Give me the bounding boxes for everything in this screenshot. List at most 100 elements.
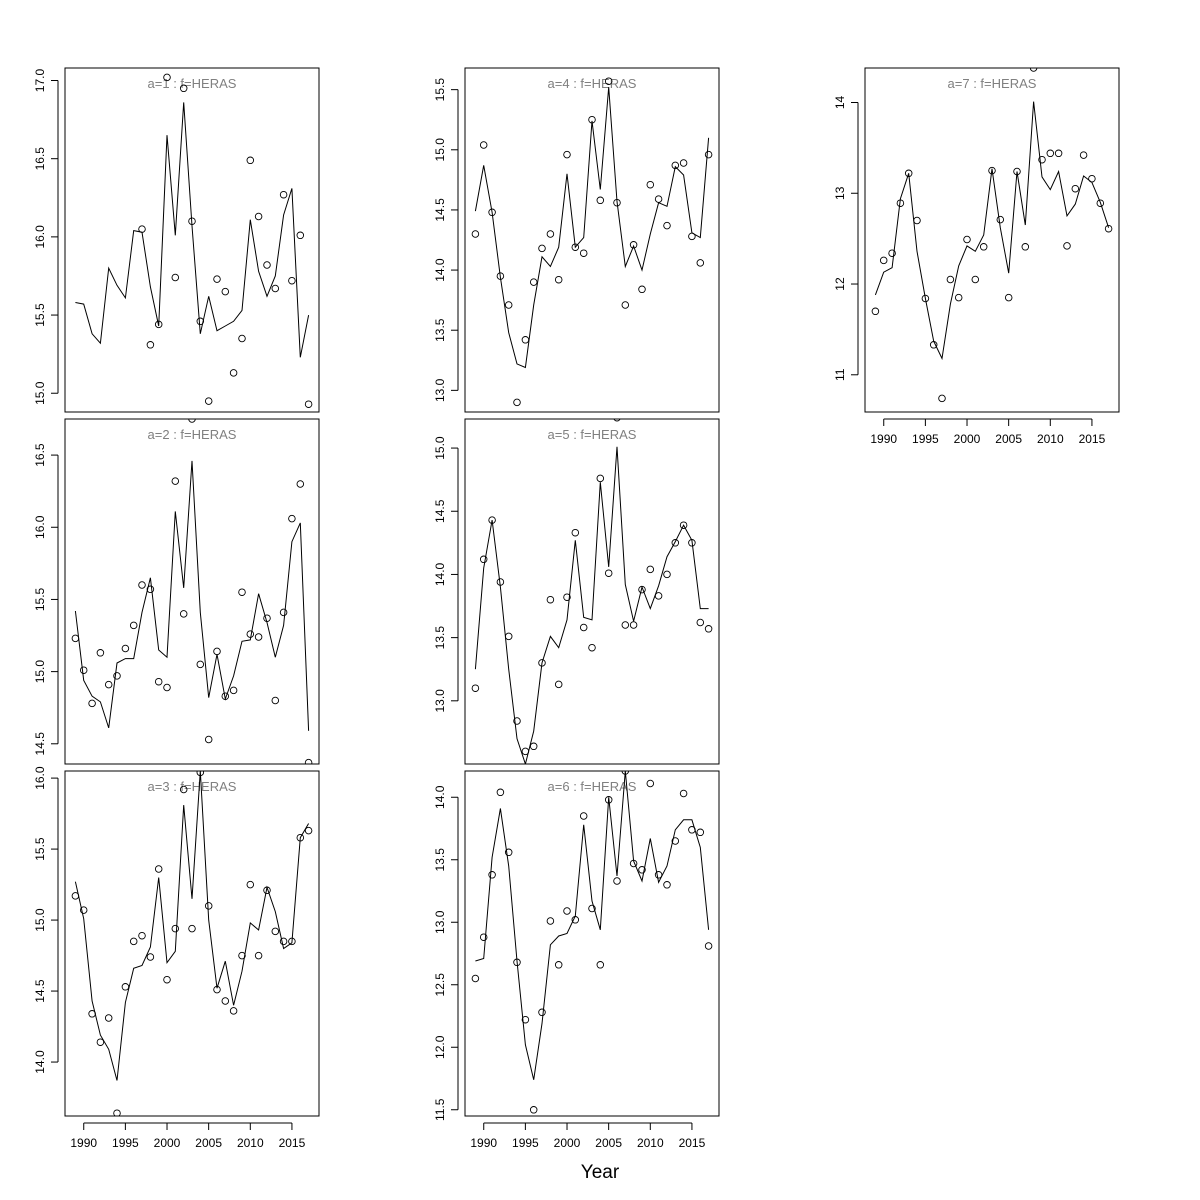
observed-point [129,621,138,630]
observed-point [263,261,271,269]
observed-point [104,680,113,689]
observed-point [638,866,646,874]
observed-point [296,231,305,240]
observed-point [596,474,605,483]
observed-point [71,892,80,900]
observed-point [563,150,571,159]
observed-point [288,514,296,523]
panel-4: a=2 : f=HERAS 14.5 15.0 15.5 16.0 16.5 [33,418,320,765]
y-tick-label: 12.5 [433,973,447,997]
y-tick-label: 14.5 [433,499,447,523]
observed-point [629,621,638,629]
observed-point [296,480,305,488]
observed-point [679,159,688,167]
observed-point [221,692,230,700]
panel-frame [64,418,320,765]
observed-point [696,828,705,837]
y-axis: 11.5 12.0 12.5 13.0 13.5 14.0 [433,785,459,1121]
observed-point [629,859,638,868]
observed-point [304,826,313,835]
x-tick-label: 1995 [512,1136,539,1150]
y-axis: 13.0 13.5 14.0 14.5 15.0 15.5 [433,78,459,402]
observed-point [496,272,505,280]
observed-point [546,595,555,604]
observed-point [879,256,888,265]
x-axis: 1990 1995 2000 2005 2010 2015 [870,418,1106,446]
y-tick-label: 15.0 [33,381,47,405]
panel-frame [464,418,720,765]
observed-point [554,680,563,689]
observed-point [79,906,88,914]
observed-point [654,871,663,879]
x-tick-label: 2015 [1079,432,1106,446]
observed-point [696,618,705,627]
observed-point [304,758,313,764]
panel-title: a=2 : f=HERAS [148,427,237,442]
x-tick-label: 2000 [554,1136,581,1150]
observed-point [163,975,171,984]
observed-point [138,931,146,940]
observed-point [871,307,880,316]
observed-point [496,578,505,586]
observed-point [88,1010,96,1018]
observed-point [146,341,155,349]
y-tick-label: 13.5 [433,626,447,650]
observed-point [1104,224,1113,233]
observed-point [513,717,521,725]
observed-point [904,169,913,178]
y-axis: 14.0 14.5 15.0 15.5 16.0 [33,766,59,1074]
observed-point [646,779,655,788]
observed-point [588,643,596,652]
observed-point [946,275,955,284]
plot-area [71,419,313,764]
observed-point [246,630,255,638]
observed-point [488,208,496,217]
observed-point [1004,293,1013,302]
observed-point [579,249,588,257]
x-tick-label: 1990 [70,1136,97,1150]
observed-point [121,983,130,991]
observed-point [229,369,238,377]
observed-point [479,933,488,941]
observed-point [546,917,555,925]
observed-point [663,221,671,230]
observed-point [163,683,171,692]
y-tick-label: 13.5 [433,318,447,342]
observed-point [221,287,230,296]
fitted-line [74,460,310,731]
observed-point [213,275,221,283]
panel-5: a=5 : f=HERAS 13.0 13.5 14.0 14.5 15.0 [433,418,720,765]
observed-point [646,180,655,189]
observed-point [229,686,238,695]
y-tick-label: 14.0 [33,1050,47,1074]
observed-point [1054,149,1063,158]
observed-point [113,1109,121,1116]
observed-point [704,942,713,950]
observed-point [221,997,230,1005]
observed-point [521,336,530,344]
plot-area [871,68,1113,403]
y-tick-label: 15.5 [33,587,47,611]
observed-point [579,623,588,632]
observed-point [688,539,696,547]
observed-point [279,190,288,199]
observed-point [538,1008,546,1017]
observed-point [938,394,946,403]
x-axis: 1990 1995 2000 2005 2010 2015 [470,1122,706,1150]
observed-point [971,275,980,284]
observed-point [213,647,221,656]
observed-point [279,608,288,617]
observed-point [1013,167,1021,176]
x-tick-label: 1995 [112,1136,139,1150]
y-axis: 14.5 15.0 15.5 16.0 16.5 [33,443,59,755]
y-axis: 11 12 13 14 [833,95,859,381]
observed-point [138,225,146,233]
observed-point [171,273,180,282]
observed-point [638,585,646,594]
panel-2: a=4 : f=HERAS 13.0 13.5 14.0 14.5 15.0 15.5 [433,67,720,413]
observed-point [588,115,596,124]
observed-point [479,555,488,564]
y-tick-label: 11 [833,368,847,381]
fitted-line [475,771,710,1080]
